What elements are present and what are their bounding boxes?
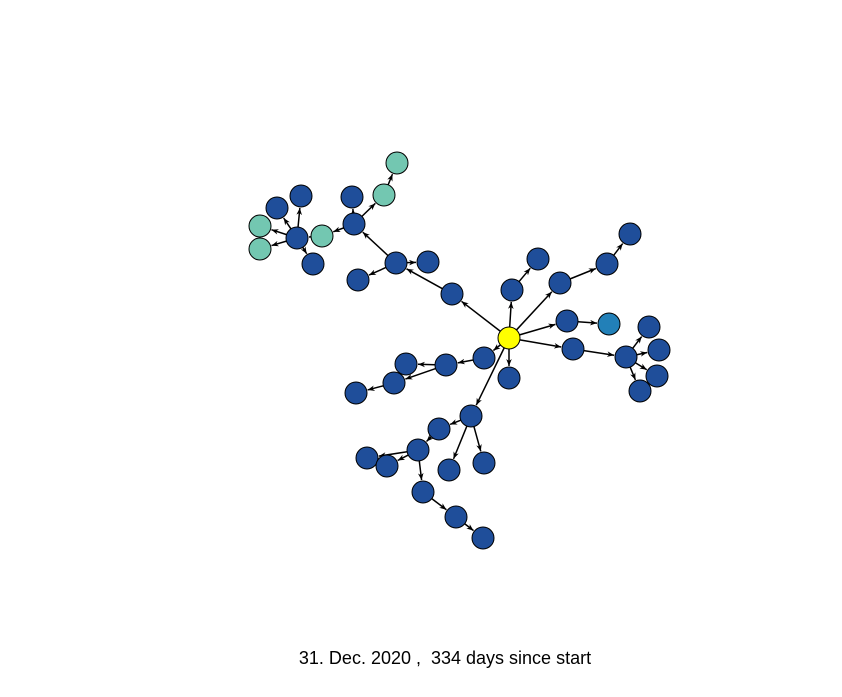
node-n13 <box>248 214 272 238</box>
node-n37 <box>394 352 418 376</box>
node-n47 <box>471 526 495 550</box>
node-n40 <box>437 458 461 482</box>
node-n29 <box>647 338 671 362</box>
edge-n8-n9 <box>387 173 394 186</box>
node-n5 <box>310 224 334 248</box>
edge-n0-n20 <box>515 291 553 331</box>
edge-n39-n42 <box>425 434 434 443</box>
edge-n3-n5 <box>332 226 344 233</box>
edge-n0-n23 <box>519 323 556 336</box>
node-n1 <box>440 282 464 306</box>
node-n26 <box>561 337 585 361</box>
edge-n34-n35 <box>405 367 436 380</box>
node-n14 <box>248 237 272 261</box>
node-n3 <box>342 212 366 236</box>
node-n25 <box>597 312 621 336</box>
node-n42 <box>406 438 430 462</box>
node-n30 <box>645 364 669 388</box>
node-n35 <box>382 371 406 395</box>
node-n10 <box>265 196 289 220</box>
node-n9 <box>385 151 409 175</box>
node-n31 <box>628 379 652 403</box>
edge-n38-n41 <box>473 426 482 452</box>
node-n7 <box>340 185 364 209</box>
edge-n0-n33 <box>492 343 501 352</box>
node-n23 <box>555 309 579 333</box>
node-n12 <box>289 184 313 208</box>
node-n38 <box>459 404 483 428</box>
edge-n6-n13 <box>271 228 287 236</box>
node-n27 <box>614 345 638 369</box>
edge-n6-n12 <box>296 207 302 228</box>
node-n43 <box>355 446 379 470</box>
node-n28 <box>637 315 661 339</box>
node-n41 <box>472 451 496 475</box>
edge-n23-n25 <box>577 319 598 326</box>
edge-n38-n40 <box>452 425 468 460</box>
edge-n18-n19 <box>518 267 531 283</box>
edge-n6-n15 <box>300 246 308 255</box>
timestamp-caption: 31. Dec. 2020 , 334 days since start <box>298 648 592 668</box>
root-node <box>497 326 521 350</box>
node-n34 <box>434 353 458 377</box>
edge-n46-n47 <box>464 523 474 532</box>
nodes-layer <box>248 151 671 550</box>
edge-n27-n29 <box>636 351 648 357</box>
edge-n45-n46 <box>431 498 447 511</box>
node-n33 <box>472 346 496 370</box>
edge-n26-n27 <box>583 349 615 357</box>
node-n6 <box>285 226 309 250</box>
edge-n33-n34 <box>457 358 474 365</box>
node-n4 <box>346 268 370 292</box>
edge-n27-n30 <box>634 362 648 371</box>
node-n21 <box>595 252 619 276</box>
edge-n0-n26 <box>519 339 562 349</box>
edge-n27-n31 <box>629 366 637 381</box>
node-n36 <box>344 381 368 405</box>
edge-n6-n10 <box>283 217 292 230</box>
edge-n6-n14 <box>271 240 287 247</box>
edge-n3-n8 <box>361 202 376 217</box>
node-n11 <box>416 250 440 274</box>
edges-layer <box>271 173 648 532</box>
node-n19 <box>526 247 550 271</box>
node-n22 <box>618 222 642 246</box>
edge-n20-n21 <box>569 267 597 280</box>
edge-n27-n28 <box>632 336 643 349</box>
edge-n0-n18 <box>508 301 514 328</box>
node-n18 <box>500 278 524 302</box>
node-n45 <box>411 480 435 504</box>
edge-n35-n36 <box>367 385 384 391</box>
node-n15 <box>301 252 325 276</box>
edge-n2-n3 <box>362 231 389 257</box>
node-n39 <box>427 417 451 441</box>
node-n46 <box>444 505 468 529</box>
edge-n42-n45 <box>417 460 424 481</box>
node-n8 <box>372 183 396 207</box>
edge-n0-n38 <box>475 347 505 406</box>
node-n20 <box>548 271 572 295</box>
node-n32 <box>497 366 521 390</box>
node-n2 <box>384 251 408 275</box>
edge-n21-n22 <box>613 243 624 256</box>
edge-n38-n39 <box>449 419 462 426</box>
edge-n0-n1 <box>461 300 501 332</box>
edge-n42-n44 <box>397 454 409 462</box>
edge-n1-n2 <box>406 268 443 290</box>
node-n44 <box>375 454 399 478</box>
edge-n2-n4 <box>368 266 387 276</box>
